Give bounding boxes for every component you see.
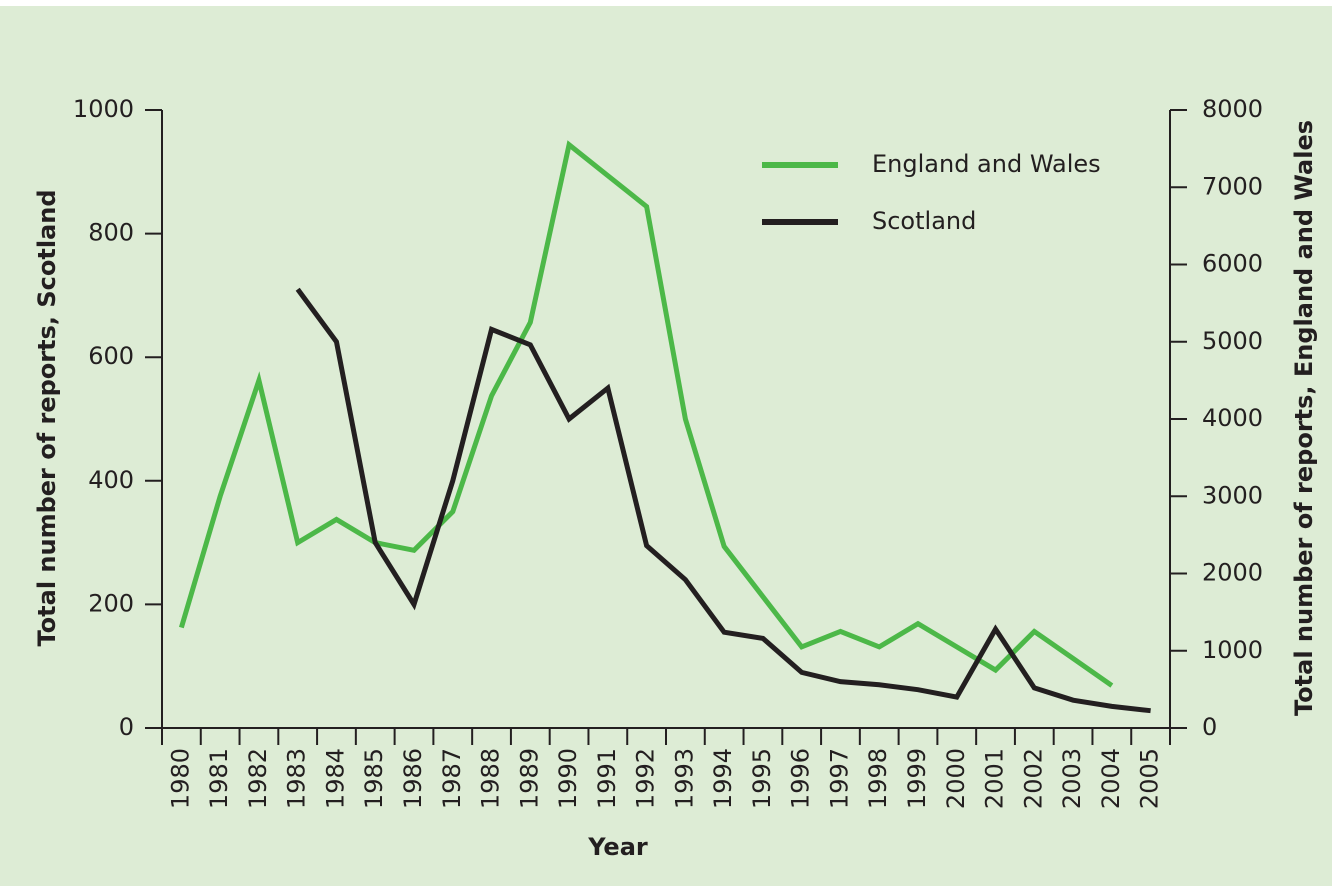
y2-tick-label: 3000 (1202, 481, 1263, 509)
x-axis-title: Year (587, 833, 648, 861)
series-line (178, 140, 1114, 688)
x-tick-label: 1999 (903, 748, 931, 809)
x-tick-label: 1992 (632, 748, 660, 809)
series-line (295, 287, 1151, 714)
legend-label: Scotland (872, 207, 976, 235)
y-tick-label: 1000 (73, 95, 134, 123)
y-tick-label: 200 (88, 589, 134, 617)
x-tick-label: 1998 (864, 748, 892, 809)
legend-label: England and Wales (872, 150, 1101, 178)
x-tick-label: 1981 (205, 748, 233, 809)
x-tick-label: 2001 (981, 748, 1009, 809)
y-axis-title: Total number of reports, Scotland (33, 189, 61, 646)
x-tick-label: 2002 (1019, 748, 1047, 809)
y2-tick-label: 0 (1202, 713, 1217, 741)
y2-tick-label: 4000 (1202, 404, 1263, 432)
x-tick-label: 1990 (554, 748, 582, 809)
x-tick-label: 1989 (515, 748, 543, 809)
y2-tick-label: 8000 (1202, 95, 1263, 123)
y-tick-label: 400 (88, 466, 134, 494)
x-tick-label: 1994 (709, 748, 737, 809)
x-tick-label: 1987 (438, 748, 466, 809)
x-tick-label: 2003 (1058, 748, 1086, 809)
y2-tick-label: 5000 (1202, 327, 1263, 355)
x-tick-label: 1993 (670, 748, 698, 809)
y2-tick-label: 7000 (1202, 172, 1263, 200)
x-tick-label: 2005 (1136, 748, 1164, 809)
x-tick-label: 2000 (942, 748, 970, 809)
y2-tick-label: 2000 (1202, 559, 1263, 587)
x-tick-label: 1984 (321, 748, 349, 809)
x-tick-label: 1986 (399, 748, 427, 809)
x-tick-label: 1991 (593, 748, 621, 809)
x-tick-label: 1983 (283, 748, 311, 809)
x-tick-label: 2004 (1097, 748, 1125, 809)
x-tick-label: 1996 (787, 748, 815, 809)
y-tick-label: 0 (119, 713, 134, 741)
y2-tick-label: 6000 (1202, 250, 1263, 278)
y-tick-label: 600 (88, 342, 134, 370)
x-tick-label: 1988 (477, 748, 505, 809)
x-tick-label: 1995 (748, 748, 776, 809)
x-tick-label: 1982 (244, 748, 272, 809)
x-tick-label: 1985 (360, 748, 388, 809)
y-tick-label: 800 (88, 219, 134, 247)
x-tick-label: 1980 (166, 748, 194, 809)
x-tick-label: 1997 (825, 748, 853, 809)
y2-axis-title: Total number of reports, England and Wal… (1290, 120, 1318, 716)
background (0, 6, 1332, 886)
y2-tick-label: 1000 (1202, 636, 1263, 664)
